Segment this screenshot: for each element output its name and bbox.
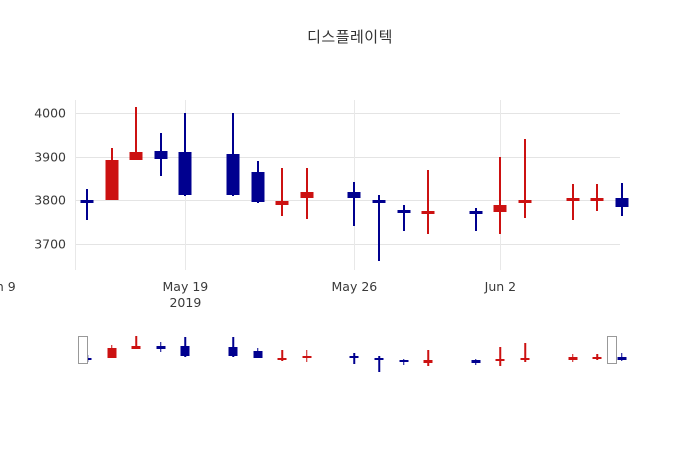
navigator-candle-body	[349, 355, 359, 359]
navigator-candle-body	[471, 360, 481, 363]
navigator-candle-body	[374, 357, 384, 361]
candle-body[interactable]	[493, 204, 507, 213]
gridline-horizontal	[75, 243, 620, 245]
navigator-candle-wick	[281, 349, 283, 362]
navigator-candle-body	[180, 346, 190, 357]
gridline-horizontal	[75, 200, 620, 202]
y-axis-tick-label: 3700	[34, 236, 66, 252]
candle-wick	[232, 113, 234, 196]
candle-body[interactable]	[566, 198, 580, 202]
navigator-candle-body	[495, 358, 505, 362]
y-axis-tick-label: 3800	[34, 192, 66, 208]
candle-body[interactable]	[80, 200, 94, 204]
x-axis-tick-label: May 26	[331, 279, 378, 294]
candle-wick	[524, 139, 526, 218]
x-axis-tick-label: Jun 9	[0, 279, 16, 294]
navigator-candle-wick	[499, 347, 502, 366]
navigator-candle-wick	[596, 353, 598, 361]
candle-body[interactable]	[397, 209, 411, 213]
navigator-candle-wick	[232, 337, 234, 357]
navigator-candle-wick	[135, 335, 137, 349]
candle-body[interactable]	[372, 200, 386, 204]
navigator-candle-body	[568, 357, 578, 360]
candle-wick	[135, 106, 138, 160]
y-axis-tick-label: 4000	[34, 105, 66, 121]
navigator-candle-body	[617, 357, 627, 360]
navigator-candle-body	[228, 346, 238, 357]
candle-wick	[427, 169, 430, 235]
navigator-candle-body	[131, 346, 141, 349]
candle-body[interactable]	[469, 211, 483, 215]
candle-body[interactable]	[347, 191, 361, 199]
candlestick-plot[interactable]	[75, 100, 629, 270]
candle-body[interactable]	[105, 159, 119, 201]
candle-wick	[402, 204, 405, 231]
navigator-candle-wick	[378, 356, 380, 372]
range-handle-left[interactable]	[78, 336, 89, 364]
navigator-candle-body	[253, 350, 263, 359]
navigator-candle-body	[107, 348, 117, 358]
page-title: 디스플레이텍	[307, 28, 393, 46]
candle-body[interactable]	[178, 152, 192, 195]
navigator-candle-wick	[353, 353, 356, 364]
gridline-horizontal	[75, 156, 620, 158]
navigator-candle-body	[277, 357, 287, 361]
candle-body[interactable]	[154, 151, 168, 159]
gridline-vertical	[75, 100, 76, 270]
candle-body[interactable]	[300, 192, 314, 199]
candle-body[interactable]	[129, 152, 143, 160]
range-navigator[interactable]	[75, 330, 627, 378]
navigator-candle-body	[592, 356, 602, 360]
y-axis-tick-label: 3900	[34, 149, 66, 165]
navigator-candle-wick	[524, 343, 526, 362]
candle-wick	[281, 167, 284, 216]
range-handle-right[interactable]	[606, 336, 617, 364]
navigator-candle-body	[520, 357, 530, 361]
candle-body[interactable]	[615, 198, 629, 207]
navigator-candle-body	[156, 346, 166, 349]
candle-body[interactable]	[590, 197, 604, 201]
x-axis-tick-label: Jun 2	[484, 279, 517, 294]
candle-body[interactable]	[275, 201, 289, 205]
candle-body[interactable]	[421, 211, 435, 215]
navigator-candle-body	[423, 360, 433, 363]
navigator-candle-body	[302, 355, 312, 359]
candle-body[interactable]	[251, 171, 265, 203]
candle-wick	[378, 195, 380, 262]
candle-body[interactable]	[226, 154, 240, 196]
navigator-candle-wick	[427, 350, 429, 366]
navigator-candle-body	[399, 359, 409, 363]
gridline-horizontal	[75, 113, 620, 115]
candle-body[interactable]	[518, 200, 532, 204]
candle-wick	[353, 181, 356, 226]
x-axis-tick-label: May 19 2019	[162, 279, 209, 310]
candle-wick	[571, 183, 574, 220]
candle-wick	[474, 208, 477, 231]
candle-wick	[596, 183, 599, 212]
candle-wick	[499, 156, 502, 235]
candle-wick	[86, 189, 88, 220]
